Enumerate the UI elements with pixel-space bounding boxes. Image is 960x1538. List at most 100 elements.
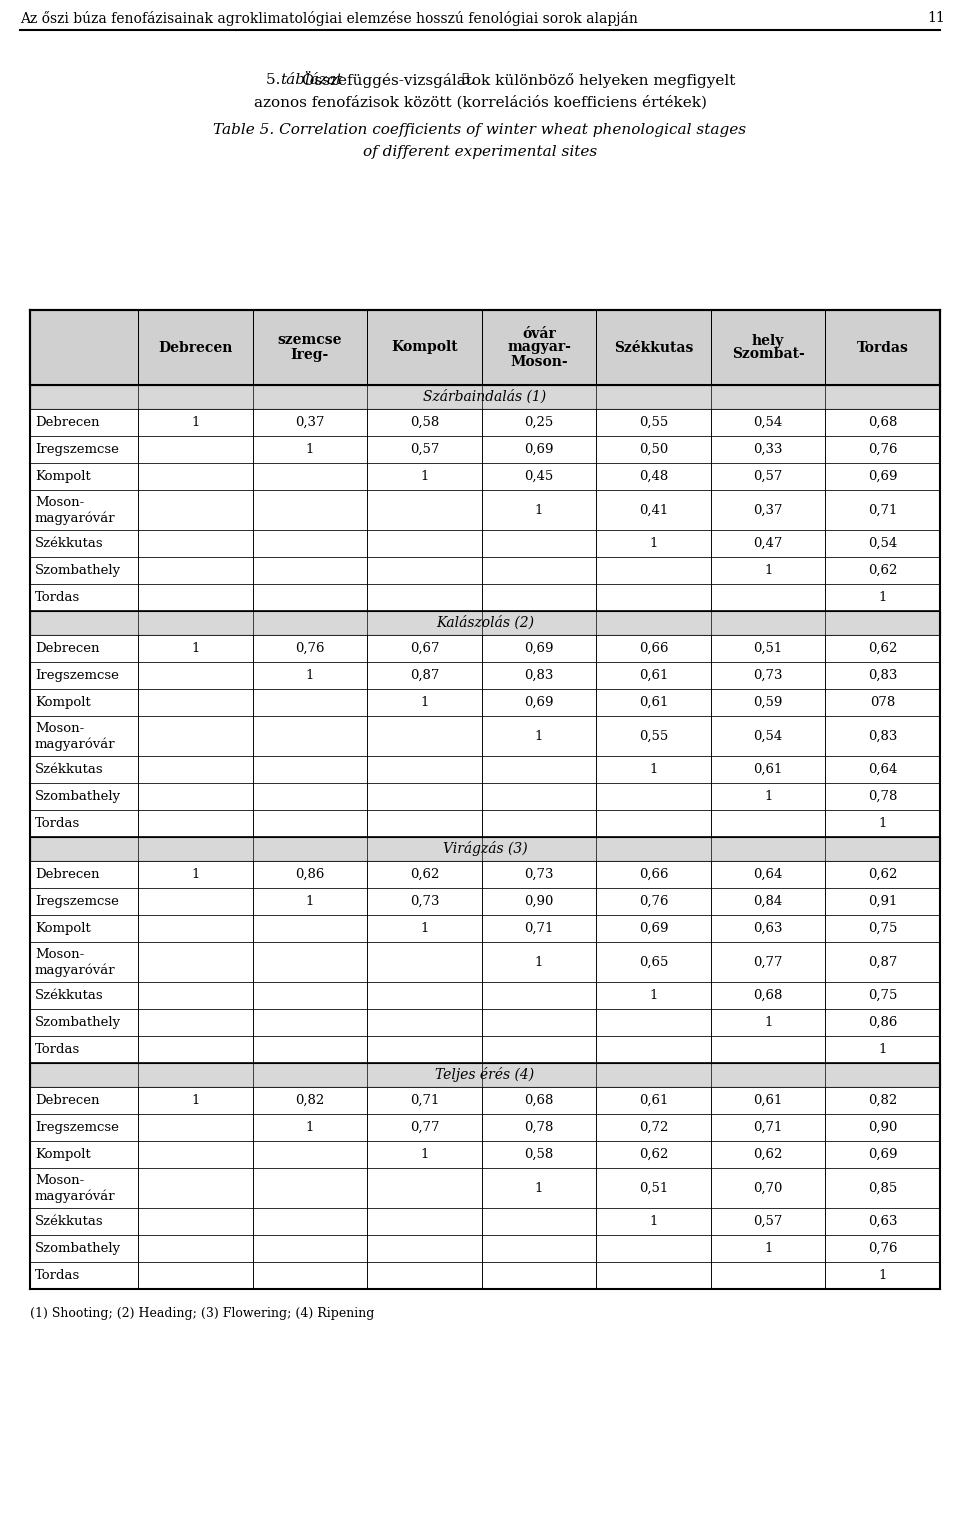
Text: 0,37: 0,37 bbox=[754, 503, 783, 517]
Text: Debrecen: Debrecen bbox=[35, 641, 100, 655]
Bar bbox=[482, 981, 596, 1009]
Bar bbox=[30, 384, 940, 409]
Text: 0,68: 0,68 bbox=[868, 415, 898, 429]
Text: 1: 1 bbox=[764, 1017, 773, 1029]
Text: Székkutas: Székkutas bbox=[35, 1215, 104, 1227]
Text: Iregszemcse: Iregszemcse bbox=[35, 443, 119, 455]
Text: 0,91: 0,91 bbox=[868, 895, 898, 907]
Bar bbox=[710, 717, 826, 757]
Bar bbox=[367, 435, 482, 463]
Bar bbox=[826, 941, 940, 981]
Bar bbox=[826, 717, 940, 757]
Text: 0,76: 0,76 bbox=[638, 895, 668, 907]
Text: 1: 1 bbox=[649, 537, 658, 551]
Bar bbox=[482, 887, 596, 915]
Bar bbox=[252, 1235, 367, 1263]
Bar bbox=[710, 757, 826, 783]
Bar bbox=[30, 1207, 138, 1235]
Text: 0,62: 0,62 bbox=[754, 1147, 782, 1161]
Text: 0,37: 0,37 bbox=[295, 415, 324, 429]
Bar bbox=[367, 491, 482, 531]
Text: Székkutas: Székkutas bbox=[35, 989, 104, 1001]
Bar bbox=[367, 311, 482, 384]
Bar bbox=[596, 1207, 710, 1235]
Text: 0,73: 0,73 bbox=[524, 867, 554, 881]
Text: 0,69: 0,69 bbox=[524, 443, 554, 455]
Text: 1: 1 bbox=[420, 471, 428, 483]
Text: 0,50: 0,50 bbox=[639, 443, 668, 455]
Text: 0,71: 0,71 bbox=[868, 503, 898, 517]
Bar bbox=[482, 941, 596, 981]
Text: 0,61: 0,61 bbox=[639, 669, 668, 681]
Bar bbox=[367, 1141, 482, 1167]
Text: 0,83: 0,83 bbox=[868, 669, 898, 681]
Bar bbox=[367, 584, 482, 611]
Bar bbox=[30, 1037, 138, 1063]
Bar bbox=[710, 783, 826, 811]
Text: (1) Shooting; (2) Heading; (3) Flowering; (4) Ripening: (1) Shooting; (2) Heading; (3) Flowering… bbox=[30, 1306, 374, 1320]
Bar bbox=[482, 1087, 596, 1114]
Bar bbox=[138, 1207, 252, 1235]
Bar bbox=[138, 463, 252, 491]
Bar bbox=[30, 661, 138, 689]
Bar bbox=[252, 661, 367, 689]
Text: magyaróvár: magyaróvár bbox=[35, 511, 115, 524]
Bar bbox=[138, 1263, 252, 1289]
Bar bbox=[596, 463, 710, 491]
Bar bbox=[367, 531, 482, 557]
Bar bbox=[596, 887, 710, 915]
Bar bbox=[367, 1263, 482, 1289]
Text: 0,85: 0,85 bbox=[868, 1181, 898, 1195]
Bar bbox=[367, 717, 482, 757]
Bar bbox=[30, 1063, 940, 1087]
Bar bbox=[30, 1141, 138, 1167]
Text: 0,78: 0,78 bbox=[524, 1121, 554, 1134]
Text: 0,68: 0,68 bbox=[524, 1094, 554, 1107]
Text: Tordas: Tordas bbox=[35, 591, 81, 604]
Bar bbox=[596, 1114, 710, 1141]
Bar bbox=[710, 1114, 826, 1141]
Bar bbox=[826, 861, 940, 887]
Bar bbox=[138, 1087, 252, 1114]
Text: 0,57: 0,57 bbox=[754, 1215, 782, 1227]
Text: táblázat: táblázat bbox=[280, 72, 343, 88]
Text: Tordas: Tordas bbox=[35, 1269, 81, 1283]
Text: Tordas: Tordas bbox=[35, 1043, 81, 1057]
Bar bbox=[826, 1009, 940, 1037]
Bar bbox=[596, 491, 710, 531]
Text: 0,51: 0,51 bbox=[639, 1181, 668, 1195]
Bar bbox=[710, 1087, 826, 1114]
Text: 0,90: 0,90 bbox=[524, 895, 554, 907]
Text: Az őszi búza fenofázisainak agroklimatológiai elemzése hosszú fenológiai sorok a: Az őszi búza fenofázisainak agroklimatol… bbox=[20, 11, 637, 26]
Bar bbox=[30, 1263, 138, 1289]
Text: hely: hely bbox=[752, 334, 784, 348]
Bar bbox=[30, 611, 940, 635]
Text: 0,65: 0,65 bbox=[639, 955, 668, 969]
Text: 0,87: 0,87 bbox=[868, 955, 898, 969]
Text: 0,86: 0,86 bbox=[295, 867, 324, 881]
Text: 0,66: 0,66 bbox=[638, 641, 668, 655]
Text: Kompolt: Kompolt bbox=[35, 1147, 91, 1161]
Text: 0,64: 0,64 bbox=[754, 867, 782, 881]
Bar bbox=[138, 1235, 252, 1263]
Bar bbox=[30, 811, 138, 837]
Text: 0,69: 0,69 bbox=[868, 1147, 898, 1161]
Text: Virágzás (3): Virágzás (3) bbox=[443, 841, 527, 857]
Text: Szombathely: Szombathely bbox=[35, 791, 121, 803]
Bar bbox=[30, 1235, 138, 1263]
Text: Kompolt: Kompolt bbox=[35, 471, 91, 483]
Bar bbox=[252, 981, 367, 1009]
Bar bbox=[482, 1167, 596, 1207]
Bar bbox=[252, 1141, 367, 1167]
Text: 1: 1 bbox=[535, 729, 543, 743]
Text: 1: 1 bbox=[191, 1094, 200, 1107]
Text: Debrecen: Debrecen bbox=[158, 340, 232, 354]
Bar bbox=[367, 811, 482, 837]
Text: 0,64: 0,64 bbox=[868, 763, 898, 777]
Bar bbox=[596, 531, 710, 557]
Text: Teljes érés (4): Teljes érés (4) bbox=[436, 1067, 535, 1083]
Bar bbox=[252, 1207, 367, 1235]
Bar bbox=[482, 811, 596, 837]
Bar bbox=[596, 689, 710, 717]
Bar bbox=[710, 861, 826, 887]
